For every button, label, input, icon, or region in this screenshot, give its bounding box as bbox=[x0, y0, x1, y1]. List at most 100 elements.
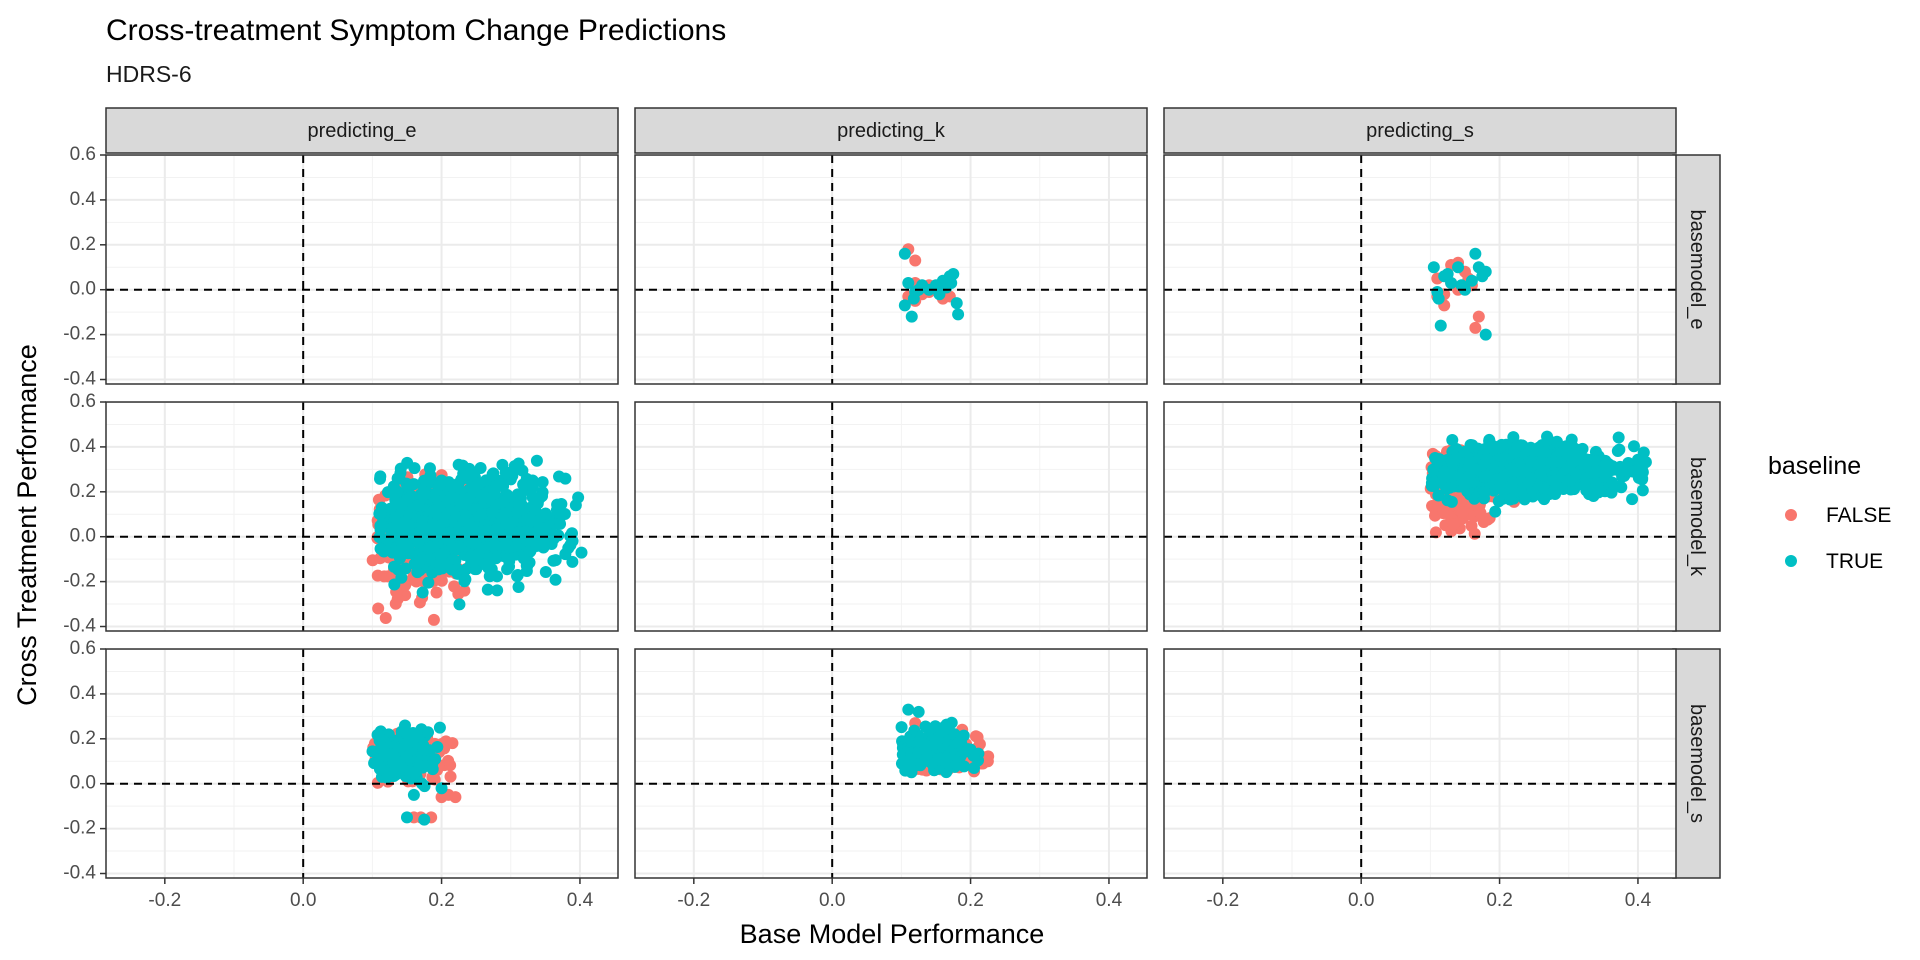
point-true bbox=[1441, 267, 1454, 280]
y-tick-label: 0.0 bbox=[70, 773, 96, 794]
point-true bbox=[555, 497, 568, 510]
point-true bbox=[1469, 247, 1482, 260]
point-true bbox=[912, 705, 925, 718]
point-true bbox=[514, 503, 527, 516]
point-true bbox=[470, 538, 483, 551]
point-true bbox=[394, 497, 407, 510]
point-true bbox=[418, 780, 431, 793]
point-false bbox=[458, 584, 471, 597]
y-tick-label: -0.2 bbox=[63, 571, 96, 592]
point-true bbox=[407, 788, 420, 801]
point-true bbox=[928, 738, 941, 751]
legend: baseline FALSE TRUE bbox=[1768, 452, 1891, 573]
point-true bbox=[377, 519, 390, 532]
points bbox=[366, 454, 588, 626]
strip-predicting_k: predicting_k bbox=[634, 107, 1148, 154]
panel-border bbox=[1163, 154, 1677, 385]
point-true bbox=[945, 276, 958, 289]
panel-basemodel_k-predicting_s bbox=[1163, 401, 1677, 632]
point-true bbox=[918, 739, 931, 752]
point-true bbox=[1639, 456, 1652, 469]
point-true bbox=[1514, 439, 1527, 452]
y-axis-title: Cross Treatment Performance bbox=[12, 344, 42, 706]
point-true bbox=[1477, 492, 1490, 505]
point-true bbox=[566, 555, 579, 568]
panel-basemodel_k-predicting_e: -0.4 -0.2 0.0 0.2 0.4 0.6 bbox=[63, 391, 619, 637]
x-tick-label: 0.2 bbox=[428, 890, 454, 911]
point-true bbox=[387, 756, 400, 769]
point-true bbox=[495, 478, 508, 491]
point-true bbox=[1547, 486, 1560, 499]
point-true bbox=[533, 492, 546, 505]
x-tick-label: 0.0 bbox=[290, 890, 316, 911]
x-tick-label: 0.4 bbox=[567, 890, 594, 911]
point-true bbox=[559, 548, 572, 561]
grid bbox=[1164, 155, 1676, 384]
point-true bbox=[1465, 274, 1478, 287]
point-true bbox=[399, 719, 412, 732]
point-true bbox=[952, 736, 965, 749]
point-false bbox=[1429, 526, 1442, 539]
point-true bbox=[1434, 476, 1447, 489]
point-true bbox=[377, 545, 390, 558]
point-true bbox=[1432, 489, 1445, 502]
panel-background bbox=[106, 155, 618, 384]
panel-basemodel_k-predicting_k bbox=[634, 401, 1148, 632]
point-true bbox=[564, 539, 577, 552]
panel-background bbox=[106, 649, 618, 878]
panel-basemodel_e-predicting_e: -0.4 -0.2 0.0 0.2 0.4 0.6 bbox=[63, 144, 619, 390]
point-true bbox=[1432, 292, 1445, 305]
point-true bbox=[466, 469, 479, 482]
point-false bbox=[413, 596, 426, 609]
strip-background bbox=[1672, 401, 1721, 632]
point-true bbox=[1446, 433, 1459, 446]
point-true bbox=[468, 481, 481, 494]
point-true bbox=[375, 507, 388, 520]
point-true bbox=[549, 554, 562, 567]
point-true bbox=[1524, 455, 1537, 468]
panel-border bbox=[105, 401, 619, 632]
strip-label: basemodel_e bbox=[1686, 209, 1708, 329]
point-true bbox=[453, 540, 466, 553]
point-false bbox=[1447, 518, 1460, 531]
point-true bbox=[519, 525, 532, 538]
point-true bbox=[498, 495, 511, 508]
point-true bbox=[477, 530, 490, 543]
point-true bbox=[1578, 479, 1591, 492]
x-axis-title: Base Model Performance bbox=[740, 919, 1045, 949]
point-false bbox=[446, 737, 459, 750]
point-true bbox=[1515, 463, 1528, 476]
point-true bbox=[374, 472, 387, 485]
point-true bbox=[395, 571, 408, 584]
point-true bbox=[1534, 468, 1547, 481]
point-true bbox=[1455, 279, 1468, 292]
point-true bbox=[484, 492, 497, 505]
point-true bbox=[388, 487, 401, 500]
strip-predicting_e: predicting_e bbox=[105, 107, 619, 154]
point-true bbox=[572, 491, 585, 504]
point-true bbox=[529, 503, 542, 516]
x-tick-label: 0.4 bbox=[1096, 890, 1123, 911]
point-true bbox=[414, 554, 427, 567]
point-false bbox=[1472, 310, 1485, 323]
point-true bbox=[940, 751, 953, 764]
point-true bbox=[1438, 465, 1451, 478]
y-tick-label: -0.4 bbox=[63, 863, 96, 884]
point-true bbox=[1636, 466, 1649, 479]
point-false bbox=[442, 754, 455, 767]
strip-basemodel_e: basemodel_e bbox=[1672, 154, 1721, 385]
point-false bbox=[410, 575, 423, 588]
point-true bbox=[1536, 446, 1549, 459]
point-true bbox=[1560, 464, 1573, 477]
point-true bbox=[460, 531, 473, 544]
point-true bbox=[503, 555, 516, 568]
point-true bbox=[907, 292, 920, 305]
points bbox=[1424, 430, 1652, 540]
facet-panels: predicting_e predicting_k predicting_sbase… bbox=[63, 107, 1721, 911]
grid bbox=[106, 402, 618, 631]
point-true bbox=[1626, 493, 1639, 506]
legend-title: baseline bbox=[1768, 452, 1861, 480]
point-true bbox=[430, 491, 443, 504]
point-true bbox=[384, 502, 397, 515]
point-true bbox=[1612, 431, 1625, 444]
